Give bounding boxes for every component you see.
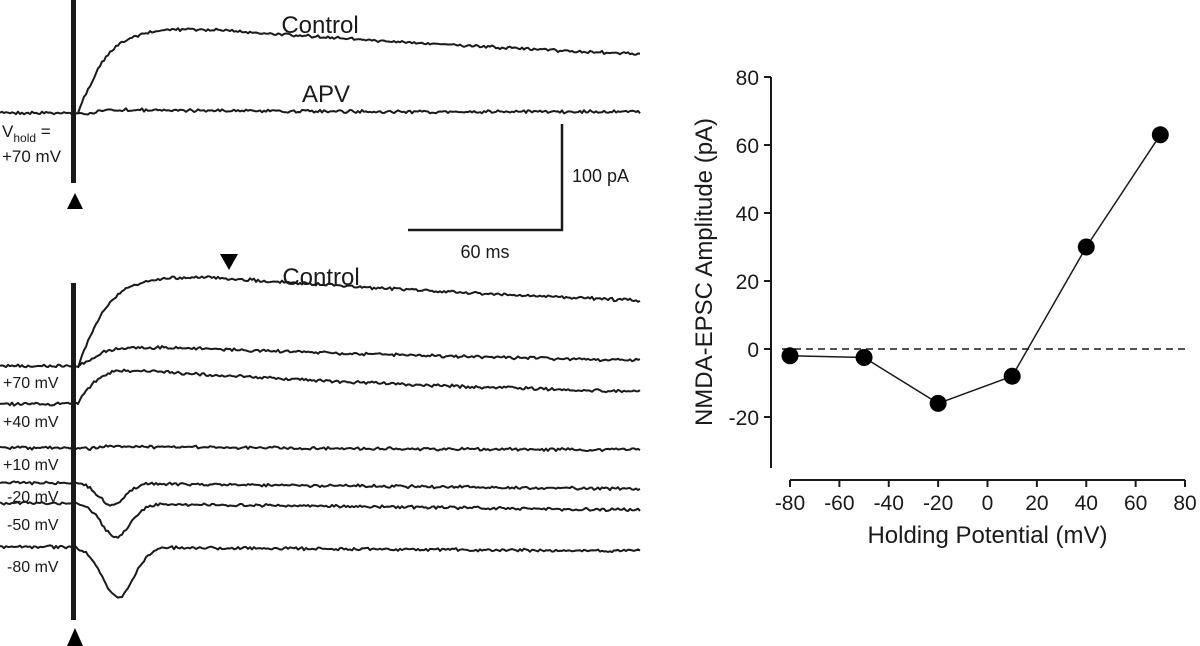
x-tick-label: 0 — [982, 492, 994, 515]
data-point — [1077, 238, 1095, 256]
trace-control-top — [77, 27, 641, 114]
x-tick-label: -20 — [923, 492, 953, 515]
x-ticks: -80 -60 -40 -20 0 20 40 60 80 — [775, 480, 1197, 515]
trace-plus-10mv — [0, 444, 641, 453]
x-tick-label: -80 — [775, 492, 805, 515]
data-point — [929, 394, 947, 412]
scale-bar-x-label: 60 ms — [460, 242, 509, 262]
trace-control-bottom — [77, 275, 641, 369]
scale-bar: 100 pA 60 ms — [408, 124, 629, 262]
trace-apv — [0, 107, 641, 116]
stimulus-artifact-top — [71, 0, 76, 183]
label-control-bottom: Control — [282, 264, 359, 291]
x-tick-label: 40 — [1075, 492, 1098, 515]
label-control-top: Control — [281, 12, 358, 39]
trace-plus-70mv — [0, 345, 641, 369]
x-tick-label: 60 — [1124, 492, 1147, 515]
trace-minus-20mv — [0, 480, 641, 507]
x-tick-label: -60 — [824, 492, 854, 515]
data-point — [1003, 367, 1021, 385]
y-tick-label: 80 — [736, 67, 759, 90]
y-tick-label: 60 — [736, 135, 759, 158]
label-potential-plus-40: +40 mV — [3, 414, 59, 431]
y-tick-label: 40 — [736, 203, 759, 226]
y-axis-title: NMDA-EPSC Amplitude (pA) — [691, 118, 718, 426]
trace-minus-80mv — [0, 544, 641, 599]
series-line — [789, 134, 1161, 405]
iv-chart: -20 0 20 40 60 80 -80 -60 -40 -20 0 20 40 60 80 Holdi… — [691, 67, 1197, 549]
data-point — [855, 349, 873, 366]
label-vhold-value: +70 mV — [2, 147, 62, 166]
label-apv: APV — [302, 81, 350, 108]
label-vhold: Vhold = — [2, 122, 51, 145]
panel-b: Control +70 mV +40 mV +10 mV -20 mV -50 … — [0, 254, 641, 646]
trace-plus-40mv — [0, 368, 641, 407]
label-potential-minus-80: -80 mV — [7, 559, 59, 576]
label-potential-minus-20: -20 mV — [7, 489, 59, 506]
x-tick-label: -40 — [874, 492, 904, 515]
panel-a: Control APV Vhold = +70 mV 100 pA 60 ms — [0, 0, 641, 262]
x-tick-label: 80 — [1173, 492, 1196, 515]
label-potential-plus-70: +70 mV — [3, 375, 59, 392]
y-tick-label: 20 — [736, 271, 759, 294]
stimulus-marker-up-bottom — [67, 628, 83, 646]
series-group — [781, 126, 1169, 412]
trace-minus-50mv — [0, 500, 641, 539]
y-tick-label: -20 — [729, 407, 759, 430]
x-tick-label: 20 — [1025, 492, 1048, 515]
stimulus-marker-up-top — [67, 193, 83, 209]
x-axis-title: Holding Potential (mV) — [867, 522, 1107, 549]
label-potential-plus-10: +10 mV — [3, 457, 59, 474]
peak-marker-down — [220, 254, 238, 270]
scale-bar-y-label: 100 pA — [572, 166, 629, 186]
data-point — [1151, 126, 1169, 144]
stimulus-artifact-bottom — [71, 283, 76, 620]
y-ticks: -20 0 20 40 60 80 — [729, 67, 771, 430]
label-potential-minus-50: -50 mV — [7, 517, 59, 534]
data-point — [781, 347, 799, 365]
y-tick-label: 0 — [747, 339, 759, 362]
